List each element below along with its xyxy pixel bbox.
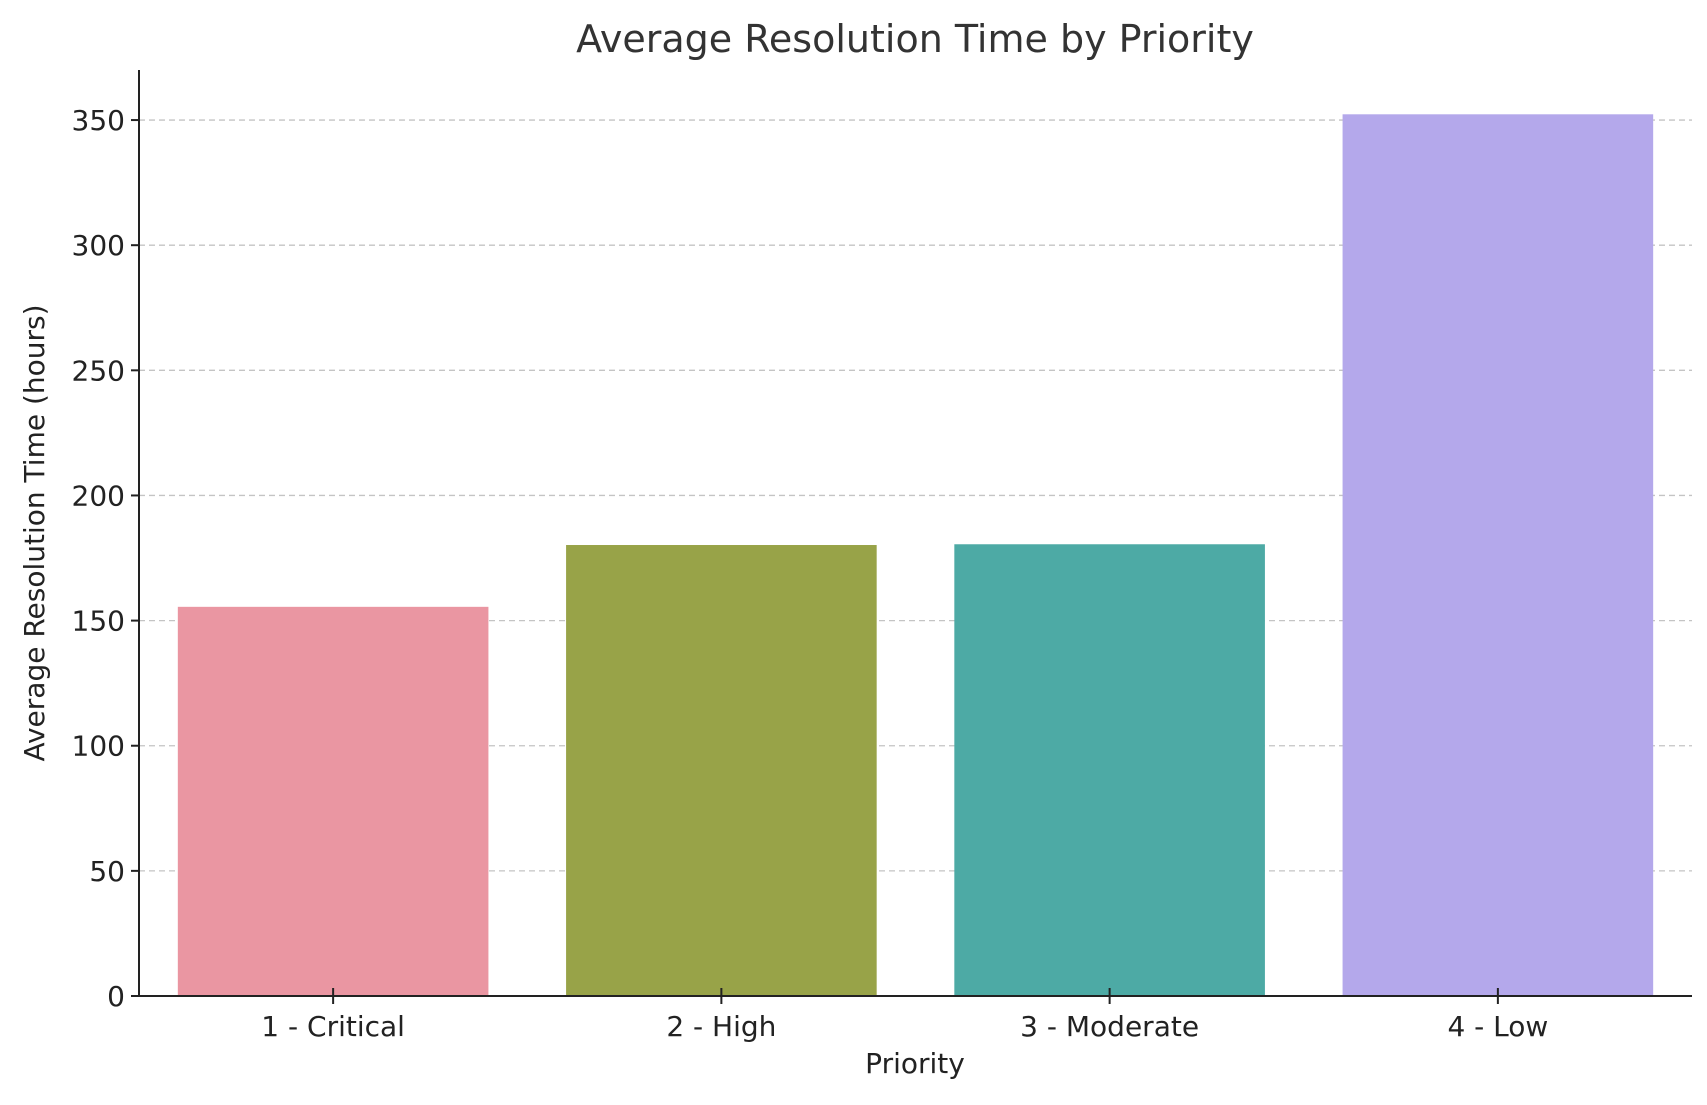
chart-title: Average Resolution Time by Priority	[576, 17, 1254, 61]
x-axis-label: Priority	[865, 1047, 965, 1080]
y-tick-label: 150	[72, 605, 125, 638]
y-tick-label: 0	[107, 980, 125, 1013]
bar	[177, 606, 489, 996]
x-ticks: 1 - Critical 2 - High 3 - Moderate 4 - Low	[261, 988, 1548, 1043]
y-tick-label: 350	[72, 104, 125, 137]
x-tick-label: 2 - High	[666, 1010, 776, 1043]
axes	[138, 70, 1692, 997]
bars	[177, 114, 1654, 996]
bar	[954, 544, 1265, 996]
x-tick-label: 3 - Moderate	[1020, 1010, 1199, 1043]
x-tick-label: 4 - Low	[1447, 1010, 1548, 1043]
y-tick-label: 100	[72, 730, 125, 763]
y-axis-label: Average Resolution Time (hours)	[18, 304, 51, 761]
y-tick-label: 200	[72, 479, 125, 512]
bar	[566, 545, 877, 996]
y-ticks: 0 50 100 150 200 250 300 350	[72, 104, 139, 1013]
y-tick-label: 250	[72, 354, 125, 387]
x-tick-label: 1 - Critical	[261, 1010, 405, 1043]
bar	[1342, 114, 1654, 996]
y-tick-label: 300	[72, 229, 125, 262]
y-tick-label: 50	[89, 855, 125, 888]
